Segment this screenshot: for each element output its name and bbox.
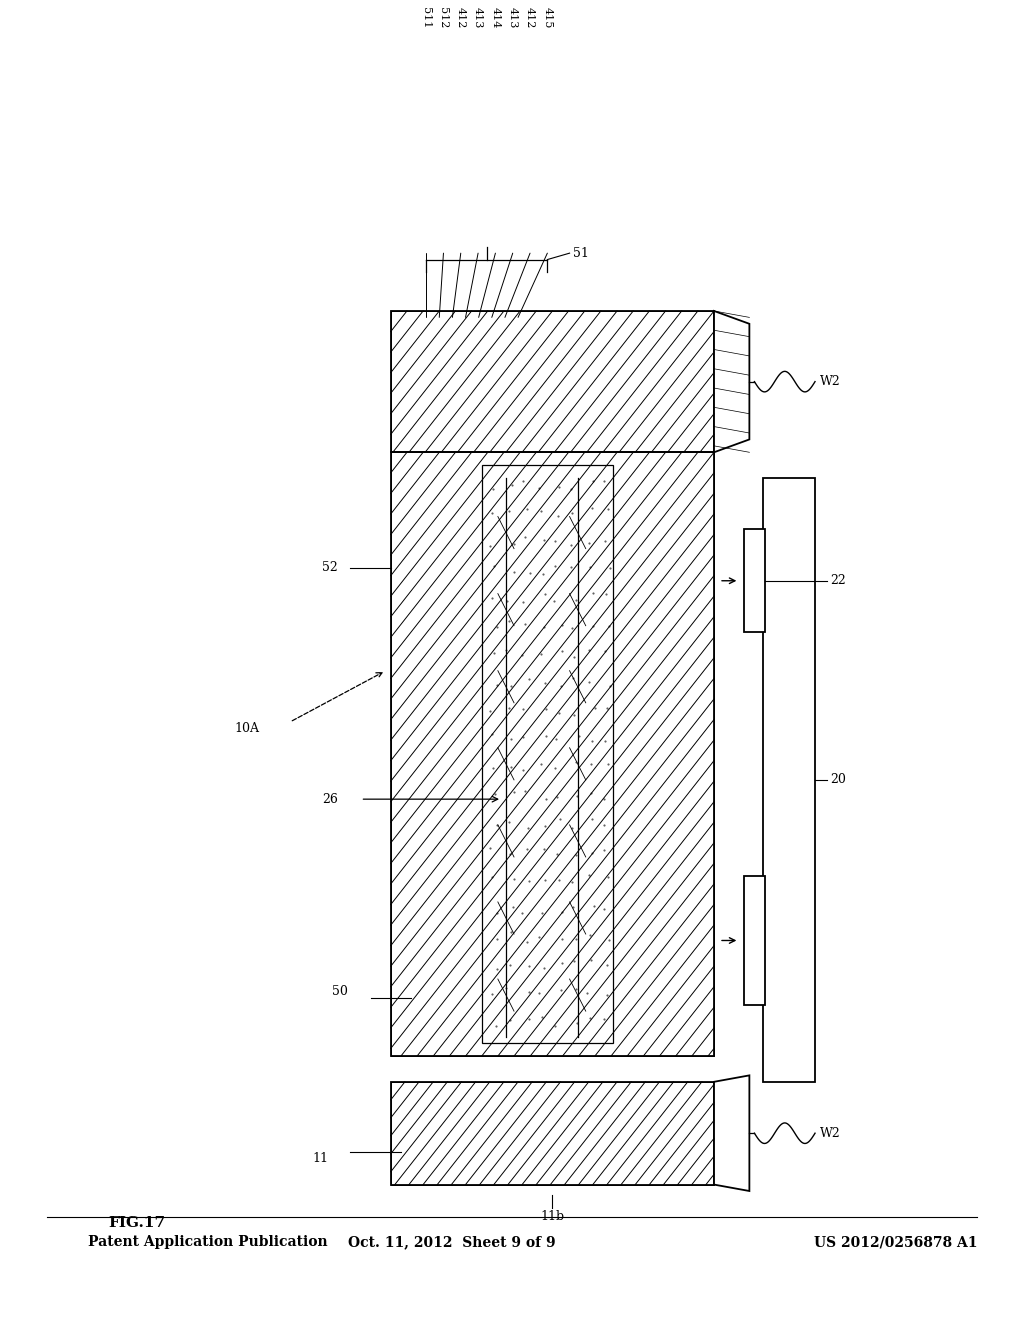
Text: FIG.17: FIG.17 (108, 1216, 165, 1230)
Bar (391, 453, 714, 1056)
Text: 412: 412 (456, 7, 466, 28)
Text: US 2012/0256878 A1: US 2012/0256878 A1 (814, 1236, 978, 1250)
Text: 52: 52 (323, 561, 338, 574)
Text: Patent Application Publication: Patent Application Publication (88, 1236, 328, 1250)
Polygon shape (714, 312, 750, 453)
Text: 415: 415 (543, 7, 552, 28)
Bar (763, 478, 815, 1082)
Text: 10A: 10A (234, 722, 259, 735)
Text: 11: 11 (312, 1152, 328, 1166)
Text: 413: 413 (473, 7, 483, 28)
Text: W2: W2 (820, 375, 841, 388)
Text: 50: 50 (333, 985, 348, 998)
Text: W2: W2 (820, 1127, 841, 1139)
Text: Oct. 11, 2012  Sheet 9 of 9: Oct. 11, 2012 Sheet 9 of 9 (347, 1236, 555, 1250)
Text: 11b: 11b (541, 1210, 564, 1224)
Text: 412: 412 (525, 7, 535, 28)
Bar (391, 1082, 714, 1184)
Bar (391, 312, 714, 453)
Polygon shape (714, 1076, 750, 1191)
Text: 414: 414 (490, 7, 501, 28)
Text: 511: 511 (421, 7, 431, 28)
Bar (391, 453, 714, 1056)
Text: 51: 51 (572, 247, 589, 260)
Text: 20: 20 (830, 774, 846, 787)
Bar (744, 529, 765, 632)
Text: 22: 22 (830, 574, 846, 587)
Text: 512: 512 (438, 7, 449, 28)
Bar (391, 1082, 714, 1184)
Bar (481, 465, 613, 1043)
Text: 26: 26 (323, 793, 338, 805)
Bar (391, 312, 714, 453)
Bar (744, 876, 765, 1005)
Text: 413: 413 (508, 7, 518, 28)
